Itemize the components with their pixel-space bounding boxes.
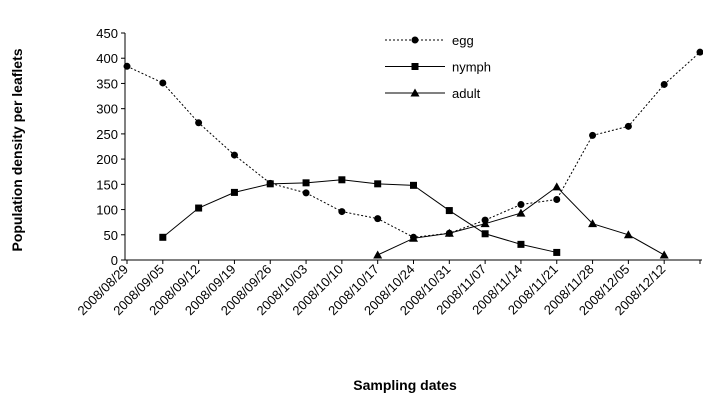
series-line (162, 179, 557, 253)
point (195, 119, 203, 127)
point (374, 180, 382, 188)
point (481, 230, 489, 238)
point (410, 88, 420, 97)
y-tick-label: 250 (96, 127, 118, 142)
y-tick-label: 450 (96, 26, 118, 41)
point (411, 63, 419, 70)
point (338, 176, 346, 184)
point (374, 215, 382, 223)
point (516, 208, 526, 217)
point (411, 36, 419, 44)
point (553, 195, 561, 203)
y-tick-label: 200 (96, 152, 118, 167)
point (302, 179, 310, 187)
point (195, 204, 203, 212)
point (159, 233, 167, 241)
point (517, 201, 525, 209)
y-tick-label: 300 (96, 102, 118, 117)
point (230, 151, 238, 159)
point (480, 219, 490, 228)
legend-label: egg (452, 33, 474, 48)
point (659, 250, 669, 259)
point (517, 240, 525, 248)
point (444, 228, 454, 237)
legend-label: nymph (452, 60, 491, 75)
point (410, 181, 417, 189)
point (553, 248, 561, 256)
x-axis-label: Sampling dates (353, 377, 457, 393)
point (373, 250, 383, 259)
legend-label: adult (452, 86, 481, 101)
y-tick-label: 400 (96, 51, 118, 66)
point (338, 208, 346, 216)
point (660, 80, 668, 88)
point (624, 122, 632, 130)
point (123, 62, 131, 70)
series-line (126, 51, 701, 238)
point (696, 48, 703, 56)
point (409, 233, 418, 242)
point (230, 188, 238, 196)
point (588, 219, 598, 228)
point (445, 207, 453, 215)
y-axis-label: Population density per leaflets (9, 48, 25, 251)
point (159, 79, 167, 87)
y-tick-label: 350 (96, 76, 118, 91)
point (302, 189, 310, 197)
point (266, 180, 274, 188)
y-tick-label: 0 (111, 253, 118, 268)
y-tick-label: 100 (96, 203, 118, 218)
point (552, 182, 562, 191)
y-tick-label: 50 (104, 228, 118, 243)
point (589, 131, 597, 139)
point (623, 230, 633, 239)
y-tick-label: 150 (96, 177, 118, 192)
